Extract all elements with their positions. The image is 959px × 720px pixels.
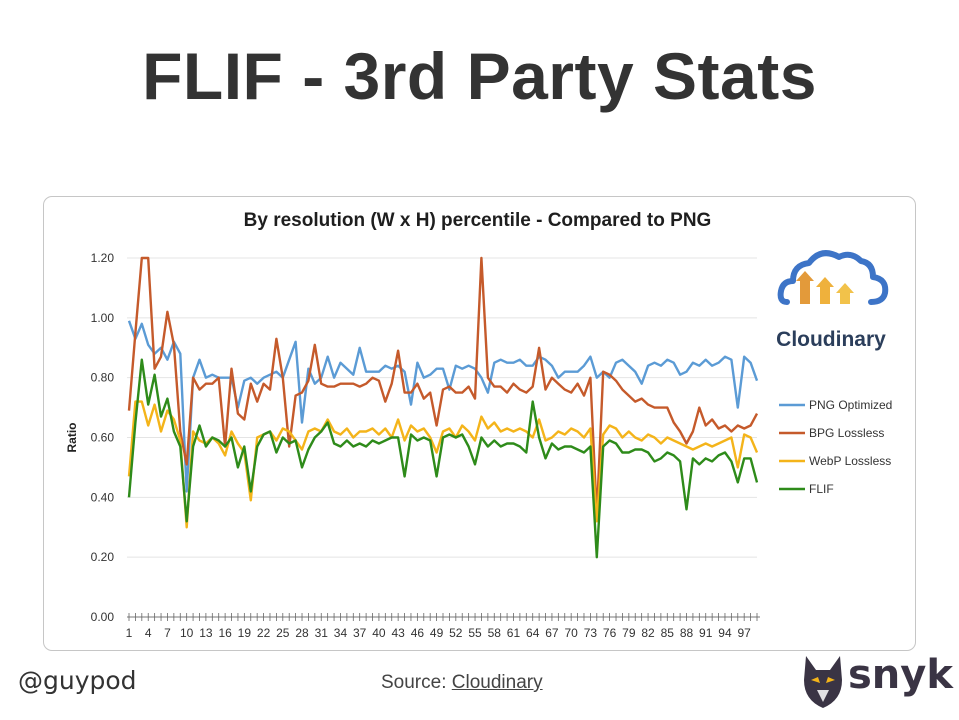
- x-tick-label: 25: [276, 626, 290, 640]
- x-tick-label: 43: [391, 626, 405, 640]
- legend-label: BPG Lossless: [809, 426, 884, 440]
- y-tick-label: 0.40: [91, 490, 115, 504]
- x-tick-label: 16: [218, 626, 232, 640]
- chart-title: By resolution (W x H) percentile - Compa…: [243, 210, 712, 231]
- arrow-head: [816, 277, 834, 287]
- legend-label: PNG Optimized: [809, 398, 892, 412]
- x-tick-label: 19: [238, 626, 252, 640]
- x-tick-label: 46: [411, 626, 425, 640]
- x-tick-label: 85: [661, 626, 675, 640]
- y-tick-label: 1.20: [91, 251, 115, 265]
- arrow-head: [836, 283, 854, 293]
- x-tick-label: 88: [680, 626, 694, 640]
- y-tick-label: 0.20: [91, 550, 115, 564]
- legend-label: FLIF: [809, 482, 834, 496]
- x-tick-label: 40: [372, 626, 386, 640]
- series-line-bpg-lossless: [127, 256, 759, 517]
- series-lines: [127, 256, 759, 559]
- y-axis-label: Ratio: [65, 423, 79, 453]
- legend: PNG Optimized BPG Lossless WebP Lossless FL…: [779, 398, 892, 496]
- x-tick-label: 7: [164, 626, 171, 640]
- arrow-shaft: [820, 287, 830, 304]
- x-tick-label: 10: [180, 626, 194, 640]
- y-tick-label: 0.00: [91, 610, 115, 624]
- x-tick-label: 94: [718, 626, 732, 640]
- legend-label: WebP Lossless: [809, 454, 891, 468]
- series-line-png-optimized: [127, 320, 759, 493]
- y-axis: 0.00 0.20 0.40 0.60 0.80 1.00 1.20 Ratio: [65, 251, 114, 624]
- cloudinary-wordmark: Cloudinary: [776, 328, 886, 351]
- x-tick-label: 58: [488, 626, 502, 640]
- x-tick-label: 52: [449, 626, 463, 640]
- x-tick-label: 31: [315, 626, 329, 640]
- chart-card: By resolution (W x H) percentile - Compa…: [43, 196, 916, 651]
- arrows-icon: [796, 271, 854, 304]
- x-axis: 1 4 7 10 13 16 19 22 25 28 31 34 37 40 43 46 49 52 55 58 61 6…: [126, 613, 760, 640]
- x-tick-label: 55: [468, 626, 482, 640]
- x-tick-label: 34: [334, 626, 348, 640]
- x-tick-label: 49: [430, 626, 444, 640]
- source-credit: Source: Cloudinary: [381, 672, 543, 694]
- x-tick-label: 4: [145, 626, 152, 640]
- x-tick-label: 28: [295, 626, 309, 640]
- x-tick-label: 61: [507, 626, 521, 640]
- x-tick-label: 73: [584, 626, 598, 640]
- doberman-icon: [804, 656, 842, 708]
- cloudinary-logo: Cloudinary: [776, 250, 889, 351]
- series-line-webp-lossless: [127, 400, 759, 529]
- y-tick-label: 0.80: [91, 371, 115, 385]
- x-tick-label: 79: [622, 626, 636, 640]
- x-tick-label: 70: [564, 626, 578, 640]
- slide-title: FLIF - 3rd Party Stats: [142, 39, 817, 113]
- y-tick-label: 1.00: [91, 311, 115, 325]
- x-tick-label: 67: [545, 626, 559, 640]
- x-tick-label: 1: [126, 626, 133, 640]
- x-tick-label: 82: [641, 626, 655, 640]
- cloud-icon: [777, 250, 889, 305]
- x-tick-label: 76: [603, 626, 617, 640]
- arrow-head: [796, 271, 814, 281]
- source-label: Source:: [381, 672, 447, 693]
- source-link[interactable]: Cloudinary: [451, 672, 543, 693]
- author-handle: @guypod: [18, 666, 137, 695]
- x-tick-label: 91: [699, 626, 713, 640]
- y-tick-label: 0.60: [91, 431, 115, 445]
- series-line-flif: [127, 358, 759, 559]
- arrow-shaft: [840, 293, 850, 304]
- snyk-logo: snyk: [798, 650, 953, 710]
- x-tick-label: 37: [353, 626, 367, 640]
- arrow-shaft: [800, 281, 810, 304]
- x-tick-label: 22: [257, 626, 271, 640]
- x-tick-label: 13: [199, 626, 213, 640]
- x-tick-label: 97: [738, 626, 752, 640]
- x-tick-label: 64: [526, 626, 540, 640]
- snyk-wordmark: snyk: [848, 652, 953, 698]
